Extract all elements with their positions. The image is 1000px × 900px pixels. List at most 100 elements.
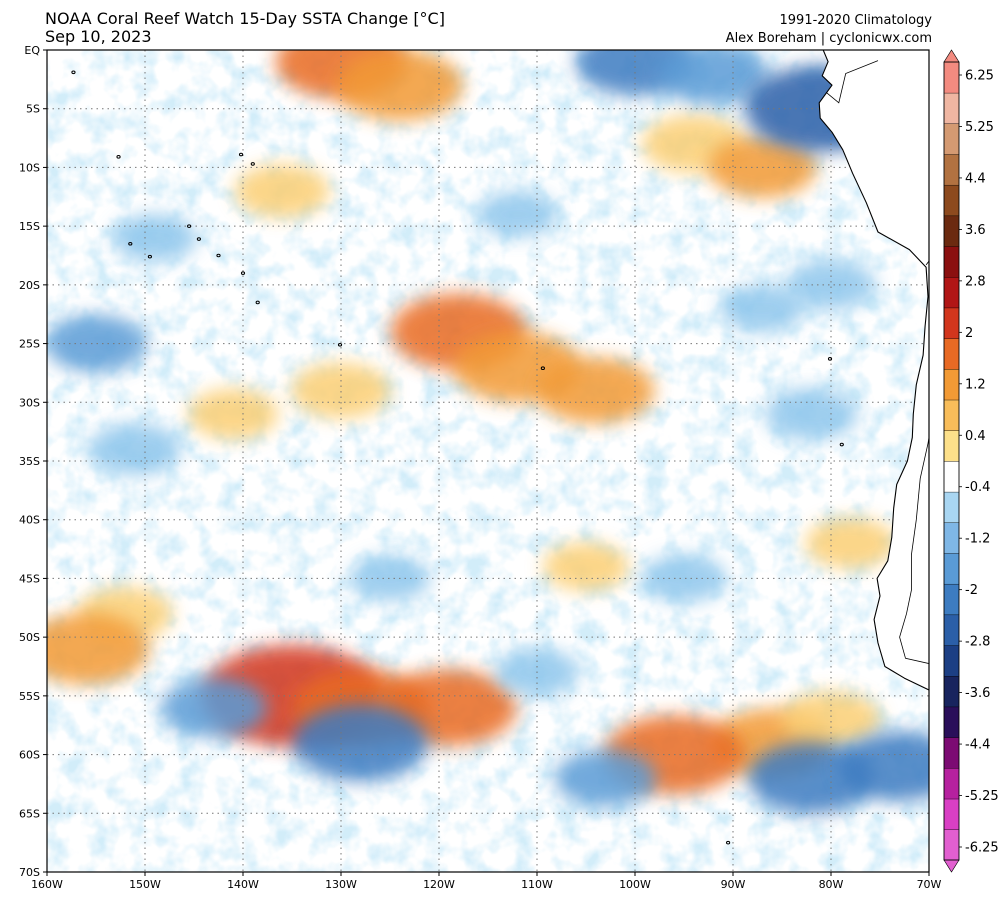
south-america-coastline [818,50,929,691]
lon-label: 140W [227,878,259,891]
colorbar-segment [943,522,960,554]
colorbar-bottom-extend [943,859,960,873]
lon-label: 120W [423,878,455,891]
colorbar-label: -3.6 [965,686,990,701]
colorbar-segment [943,491,960,523]
lon-label: 150W [129,878,161,891]
cool-anomaly-blob [292,704,429,782]
colorbar-label: -4.4 [965,738,990,753]
cool-anomaly-blob [349,555,431,602]
island-outline [250,162,255,166]
lat-label: 35S [19,455,40,468]
lat-label: 70S [19,866,40,879]
map-plot-area [47,50,929,872]
colorbar-segment [943,430,960,462]
colorbar-segment [943,215,960,247]
lon-label: 80W [819,878,844,891]
colorbar-segment [943,798,960,830]
map-title: NOAA Coral Reef Watch 15-Day SSTA Change… [45,10,445,46]
colorbar-segment [943,184,960,217]
colorbar-segment [943,767,960,800]
lat-label: EQ [24,44,40,57]
colorbar-segment [943,92,960,124]
colorbar-segment [943,399,960,431]
colorbar-label: 3.6 [965,223,986,238]
cool-anomaly-blob [764,387,859,441]
lat-label: 5S [26,103,40,116]
lat-label: 45S [19,572,40,585]
lon-label: 90W [721,878,746,891]
lon-label: 110W [521,878,553,891]
colorbar-label: 1.2 [965,377,986,392]
colorbar: 6.25 5.25 4.4 3.6 2.8 2 1.2 0.4 -0.4 -1.2 -2 -2.8 -3… [943,49,999,873]
colorbar-frame [943,61,960,861]
colorbar-top-extend [943,49,960,63]
warm-anomaly-blob [187,388,279,440]
colorbar-segment [943,153,960,186]
island-outline [827,357,833,361]
lat-label: 40S [19,514,40,527]
lon-label: 160W [31,878,63,891]
warm-anomaly-blob [336,50,464,121]
colorbar-label: 0.4 [965,429,986,444]
country-border [825,60,879,104]
island-outline [116,155,121,159]
colorbar-segment [943,675,960,708]
colorbar-segment [943,829,960,861]
island-outline [726,840,731,845]
warm-anomaly-blob [291,362,391,419]
lat-label: 60S [19,749,40,762]
colorbar-label: -1.2 [965,532,990,547]
island-outline [147,254,152,259]
island-outline [540,366,545,371]
lat-label: 50S [19,631,40,644]
colorbar-label: 6.25 [965,69,994,84]
warm-anomaly-blob [47,613,150,685]
island-outline [238,152,244,157]
lat-label: 15S [19,220,40,233]
island-outline [337,342,343,347]
colorbar-segment [943,706,960,738]
island-outline [240,271,246,275]
lat-label: 10S [19,161,40,174]
warm-anomaly-blob [781,691,881,748]
lon-label: 70W [917,878,942,891]
cool-anomaly-blob [112,213,198,263]
climatology-label: 1991-2020 Climatology [779,13,932,28]
lat-label: 30S [19,396,40,409]
colorbar-segment [943,338,960,370]
lon-label: 100W [619,878,651,891]
cool-anomaly-blob [88,422,182,476]
colorbar-segment [943,307,960,339]
colorbar-label: -6.25 [965,841,999,856]
coastline [71,50,929,845]
lat-label: 55S [19,690,40,703]
cool-anomaly-blob [719,284,806,333]
colorbar-segment [943,245,960,278]
colorbar-segment [943,552,960,585]
map-title-text: NOAA Coral Reef Watch 15-Day SSTA Change… [45,9,445,28]
colorbar-label: 4.4 [965,171,986,186]
colorbar-label: -0.4 [965,480,990,495]
colorbar-segment [943,123,960,155]
cool-anomaly-blob [554,749,657,807]
colorbar-segment [943,368,960,401]
cool-anomaly-blob [658,50,769,105]
map-date: Sep 10, 2023 [45,27,152,46]
gridlines [47,50,929,872]
colorbar-label: -2.8 [965,635,990,650]
cool-anomaly-blob [786,259,876,311]
lat-label: 65S [19,807,40,820]
warm-anomaly-blob [234,164,330,218]
colorbar-segment [943,644,960,677]
warm-anomaly-blob [542,542,630,591]
colorbar-segment [943,276,960,309]
island-outline [128,241,133,246]
island-outline [216,253,221,258]
colorbar-label: 2.8 [965,274,986,289]
cool-anomaly-blob [641,554,727,603]
colorbar-label: -5.25 [965,789,999,804]
lon-label: 130W [325,878,357,891]
cool-anomaly-blob [476,191,558,238]
